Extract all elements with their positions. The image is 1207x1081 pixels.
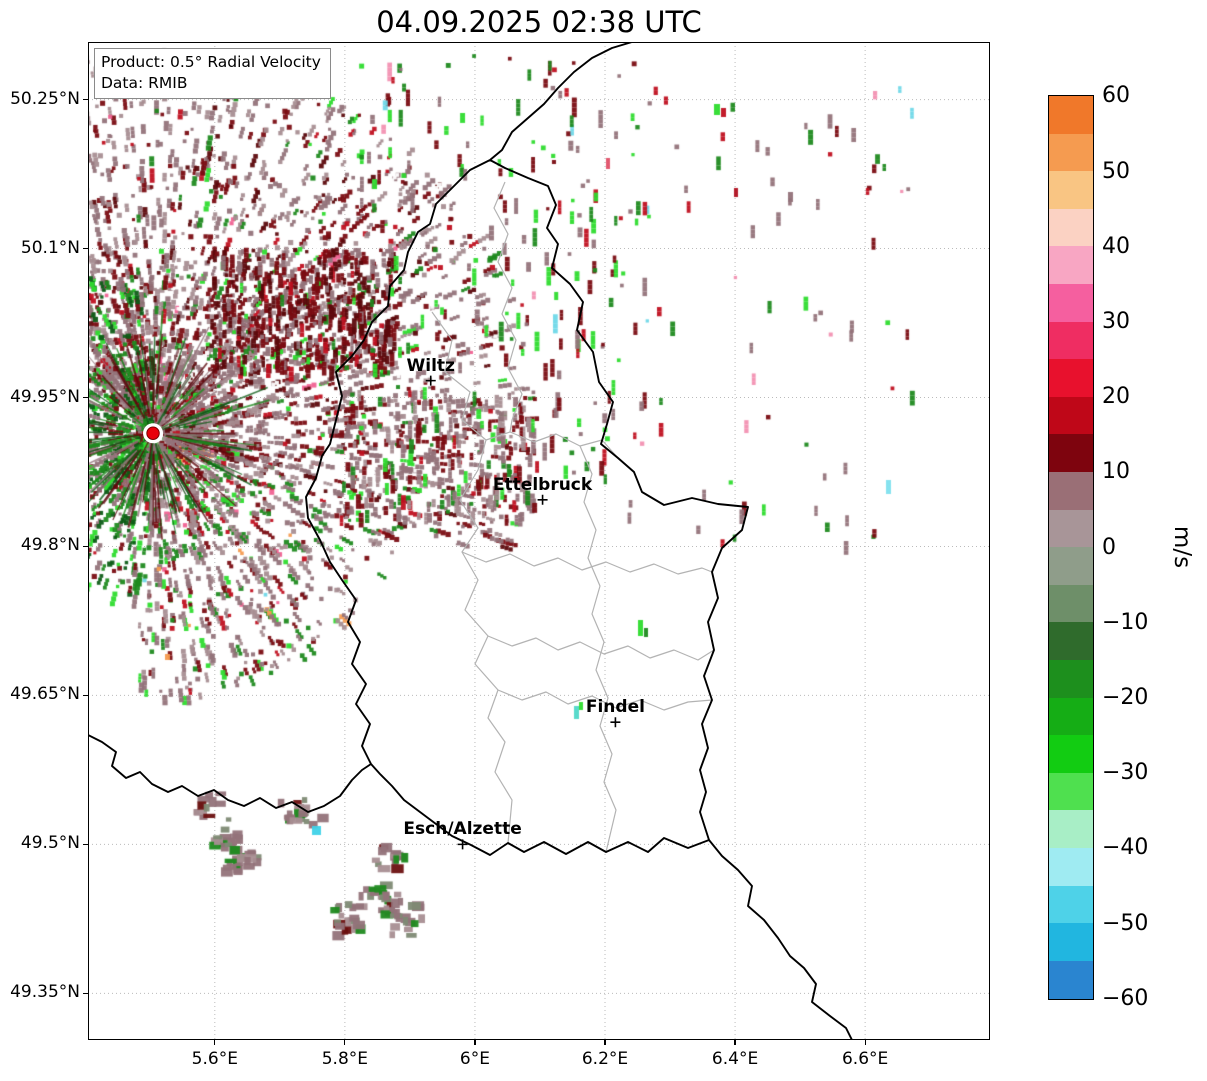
colorbar-tick-label: 50 <box>1102 158 1130 184</box>
colorbar-band <box>1049 923 1093 962</box>
colorbar-band <box>1049 810 1093 849</box>
colorbar-band <box>1049 584 1093 623</box>
country-border-path-southwest <box>88 734 372 813</box>
colorbar-band <box>1049 960 1093 999</box>
x-tick-mark <box>474 1040 476 1045</box>
city-marker-cross <box>457 839 468 850</box>
city-marker-cross <box>537 494 548 505</box>
colorbar-band <box>1049 396 1093 435</box>
radar-site-dot <box>146 426 160 440</box>
product-info-box: Product: 0.5° Radial Velocity Data: RMIB <box>94 48 331 99</box>
x-tick-mark <box>864 1040 866 1045</box>
colorbar-tick-label: −10 <box>1102 609 1149 635</box>
city-marker-cross <box>610 717 621 728</box>
colorbar-tick-label: −20 <box>1102 684 1149 710</box>
y-tick-label: 49.8°N <box>20 535 80 556</box>
colorbar-tick-label: −30 <box>1102 760 1149 786</box>
colorbar-tick-label: −40 <box>1102 835 1149 861</box>
y-tick-mark <box>83 992 88 994</box>
canton-border-path <box>461 551 713 575</box>
colorbar-band <box>1049 509 1093 548</box>
colorbar-band <box>1049 885 1093 924</box>
colorbar-band <box>1049 359 1093 398</box>
map-plot-area: Wiltz Ettelbruck Findel Esch/Alzette Produc… <box>88 42 990 1040</box>
colorbar-band <box>1049 434 1093 473</box>
radar-velocity-field <box>88 42 990 1040</box>
plot-title: 04.09.2025 02:38 UTC <box>376 5 702 39</box>
y-tick-label: 49.65°N <box>10 684 80 705</box>
x-tick-label: 5.8°E <box>321 1049 369 1069</box>
colorbar-band <box>1049 660 1093 699</box>
country-border-path-luxembourg <box>305 159 749 856</box>
x-tick-label: 5.6°E <box>191 1049 238 1069</box>
x-tick-label: 6°E <box>459 1049 490 1069</box>
colorbar-band <box>1049 321 1093 360</box>
y-tick-label: 50.25°N <box>10 88 80 109</box>
canton-border-path <box>579 445 617 853</box>
canton-border-path <box>487 635 715 661</box>
colorbar-band <box>1049 96 1093 135</box>
colorbar-band <box>1049 848 1093 887</box>
colorbar-band <box>1049 171 1093 210</box>
data-source-label: Data: RMIB <box>101 73 188 92</box>
y-tick-label: 49.5°N <box>20 833 80 854</box>
y-tick-label: 50.1°N <box>20 237 80 258</box>
border-layer <box>88 42 853 1040</box>
colorbar-tick-label: −60 <box>1102 985 1149 1011</box>
x-tick-mark <box>214 1040 216 1045</box>
colorbar-band <box>1049 735 1093 774</box>
colorbar-tick-label: 60 <box>1102 83 1130 109</box>
country-border-path-north <box>489 42 633 161</box>
colorbar-band <box>1049 246 1093 285</box>
y-tick-label: 49.35°N <box>10 982 80 1003</box>
colorbar <box>1048 95 1094 1000</box>
colorbar-band <box>1049 622 1093 661</box>
colorbar-tick-label: 20 <box>1102 384 1130 410</box>
x-tick-label: 6.2°E <box>581 1049 629 1069</box>
city-label: Findel <box>585 697 645 718</box>
y-tick-mark <box>83 545 88 548</box>
product-label: Product: 0.5° Radial Velocity <box>101 53 321 71</box>
colorbar-band <box>1049 133 1093 172</box>
city-label: Ettelbruck <box>492 474 593 495</box>
x-tick-label: 6.4°E <box>711 1049 759 1069</box>
x-tick-mark <box>344 1040 346 1045</box>
y-tick-mark <box>83 694 88 696</box>
city-label: Wiltz <box>406 355 455 376</box>
x-tick-label: 6.6°E <box>841 1049 889 1069</box>
y-tick-mark <box>83 98 88 101</box>
city-label: Esch/Alzette <box>403 819 522 840</box>
colorbar-tick-label: 10 <box>1102 459 1130 485</box>
colorbar-band <box>1049 284 1093 323</box>
colorbar-band <box>1049 772 1093 811</box>
country-border-path-southeast <box>708 839 853 1040</box>
colorbar-tick-label: 0 <box>1102 534 1116 560</box>
x-tick-mark <box>604 1040 606 1045</box>
colorbar-band <box>1049 547 1093 586</box>
canton-border-path <box>497 689 713 711</box>
colorbar-tick-label: 30 <box>1102 308 1130 334</box>
colorbar-band <box>1049 697 1093 736</box>
colorbar-band <box>1049 472 1093 511</box>
city-marker-cross <box>425 375 436 386</box>
colorbar-tick-label: −50 <box>1102 910 1149 936</box>
colorbar-tick-label: 40 <box>1102 233 1130 259</box>
colorbar-unit-label: m/s <box>1169 525 1195 569</box>
y-tick-mark <box>83 247 88 250</box>
y-tick-label: 49.95°N <box>10 386 80 407</box>
y-tick-mark <box>83 396 88 399</box>
y-tick-mark <box>83 843 88 845</box>
colorbar-band <box>1049 208 1093 247</box>
canton-border-path <box>493 181 523 433</box>
city-layer: Wiltz Ettelbruck Findel Esch/Alzette <box>88 42 990 1040</box>
canton-border-path <box>431 311 513 844</box>
x-tick-mark <box>734 1040 736 1045</box>
